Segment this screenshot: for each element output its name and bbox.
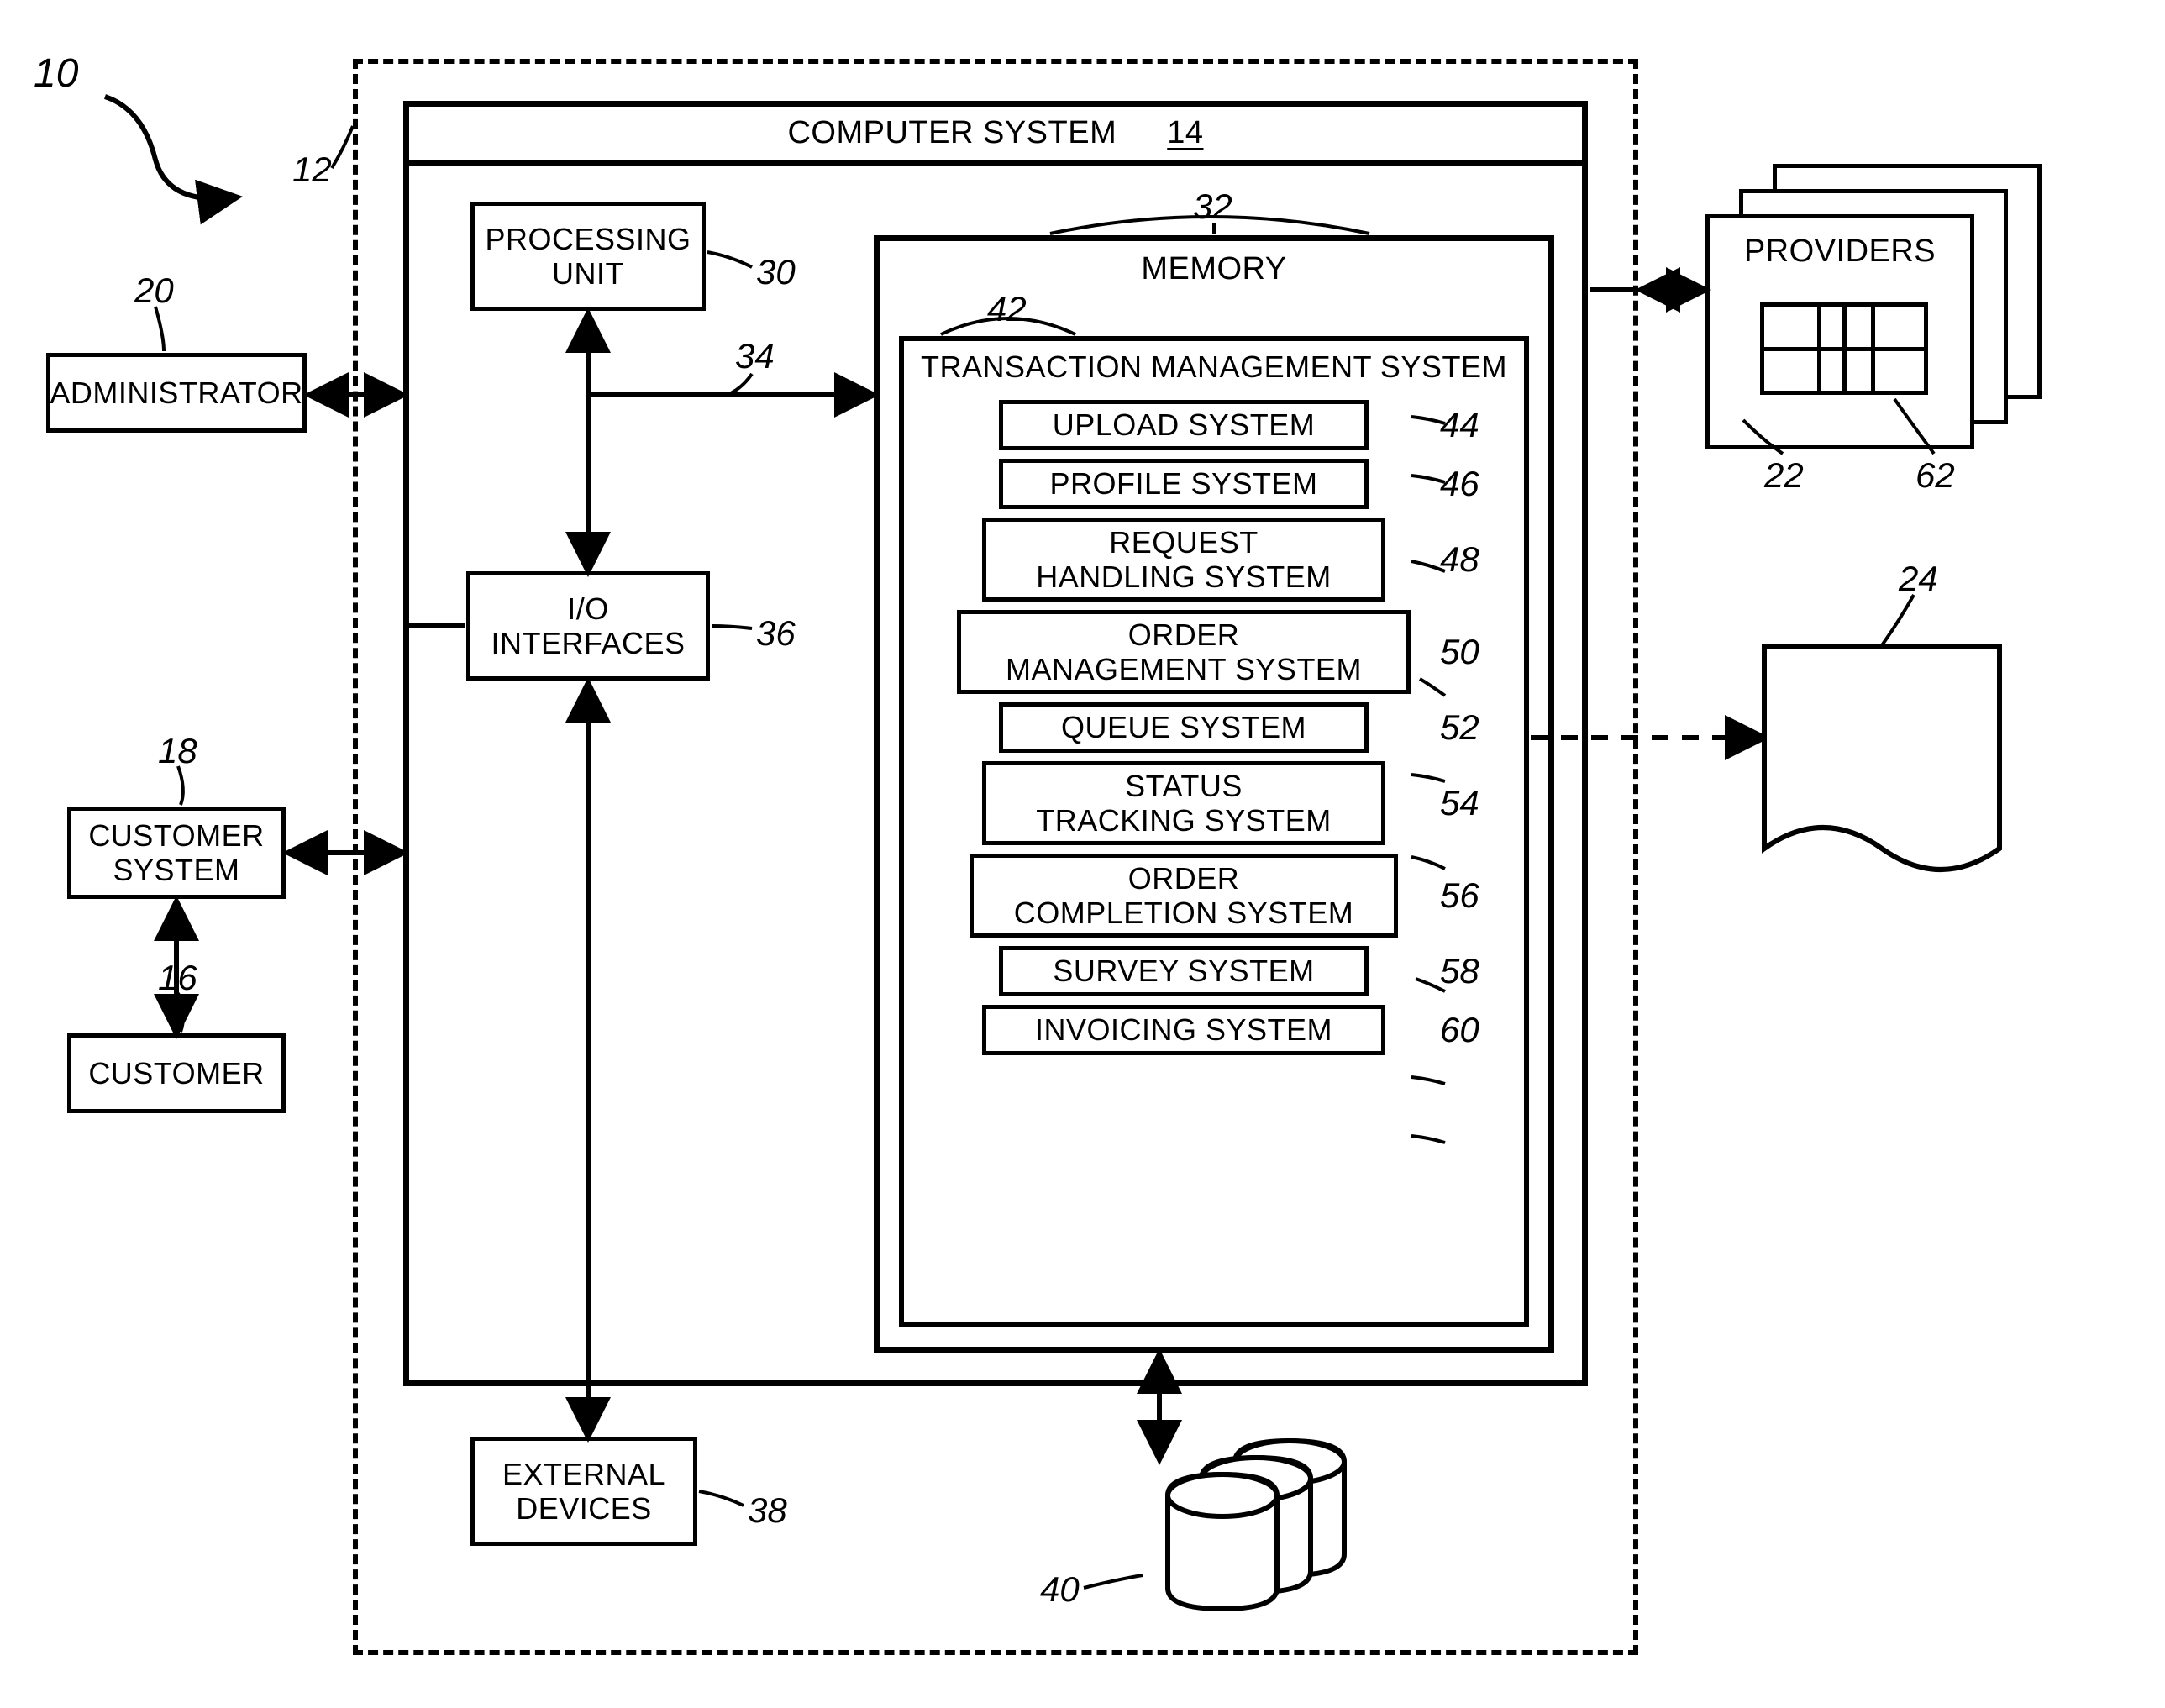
customer-label: CUSTOMER — [88, 1056, 264, 1090]
ref-60: 60 — [1440, 1010, 1507, 1050]
subsystem-row-request: REQUEST HANDLING SYSTEM 48 — [938, 518, 1507, 602]
subsystem-row-profile: PROFILE SYSTEM 46 — [938, 459, 1507, 509]
invoicing-label: INVOICING SYSTEM — [1035, 1012, 1332, 1047]
ref-58: 58 — [1440, 951, 1507, 991]
ref-42: 42 — [987, 289, 1027, 329]
subsystem-row-upload: UPLOAD SYSTEM 44 — [938, 400, 1507, 450]
subsystems-container: UPLOAD SYSTEM 44 PROFILE SYSTEM 46 REQUE… — [938, 400, 1507, 1055]
ref-40: 40 — [1040, 1569, 1080, 1610]
queue-label: QUEUE SYSTEM — [1061, 710, 1306, 744]
ref-30: 30 — [756, 252, 796, 292]
customer-system-label: CUSTOMER SYSTEM — [88, 818, 264, 888]
external-devices-box: EXTERNAL DEVICES — [470, 1437, 697, 1546]
upload-label: UPLOAD SYSTEM — [1053, 407, 1316, 442]
ref-54: 54 — [1440, 783, 1507, 823]
ref-10: 10 — [34, 50, 78, 97]
tms-title-wrap: TRANSACTION MANAGEMENT SYSTEM — [904, 349, 1524, 384]
ref-18: 18 — [158, 731, 197, 771]
ref-20: 20 — [134, 271, 174, 311]
subsystem-row-order-mgmt: ORDER MANAGEMENT SYSTEM 50 — [938, 610, 1507, 694]
ref-46: 46 — [1440, 464, 1507, 504]
processing-unit-box: PROCESSING UNIT — [470, 202, 706, 311]
subsystem-row-completion: ORDER COMPLETION SYSTEM 56 — [938, 854, 1507, 938]
ref-62: 62 — [1915, 455, 1955, 496]
completion-label: ORDER COMPLETION SYSTEM — [1014, 861, 1354, 931]
ref-16: 16 — [158, 958, 197, 998]
providers-stack: PROVIDERS — [1705, 164, 2050, 449]
request-label: REQUEST HANDLING SYSTEM — [1036, 525, 1332, 595]
status-label: STATUS TRACKING SYSTEM — [1036, 769, 1332, 838]
ref-24: 24 — [1899, 559, 1938, 599]
providers-label: PROVIDERS — [1744, 234, 1936, 269]
customer-system-box: CUSTOMER SYSTEM — [67, 807, 286, 899]
ref-36: 36 — [756, 613, 796, 654]
memory-title-wrap: MEMORY — [880, 251, 1548, 288]
ref-38: 38 — [748, 1490, 787, 1531]
subsystem-row-invoicing: INVOICING SYSTEM 60 — [938, 1005, 1507, 1055]
ref-48: 48 — [1440, 539, 1507, 580]
processing-unit-label: PROCESSING UNIT — [485, 222, 691, 292]
io-interfaces-label: I/O INTERFACES — [491, 591, 685, 661]
administrator-label: ADMINISTRATOR — [50, 376, 302, 410]
subsystem-row-survey: SURVEY SYSTEM 58 — [938, 946, 1507, 996]
tms-box: TRANSACTION MANAGEMENT SYSTEM UPLOAD SYS… — [899, 336, 1529, 1327]
io-interfaces-box: I/O INTERFACES — [466, 571, 710, 681]
profile-label: PROFILE SYSTEM — [1049, 466, 1317, 501]
memory-title: MEMORY — [1141, 251, 1286, 286]
ref-52: 52 — [1440, 707, 1507, 748]
order-mgmt-label: ORDER MANAGEMENT SYSTEM — [1006, 618, 1362, 687]
tms-title: TRANSACTION MANAGEMENT SYSTEM — [921, 349, 1507, 384]
ref-50: 50 — [1440, 632, 1507, 672]
computer-system-title-num: 14 — [1167, 115, 1203, 152]
computer-system-title-bar: COMPUTER SYSTEM 14 — [409, 107, 1582, 166]
administrator-box: ADMINISTRATOR — [46, 353, 307, 433]
customer-box: CUSTOMER — [67, 1033, 286, 1113]
subsystem-row-status: STATUS TRACKING SYSTEM 54 — [938, 761, 1507, 845]
ref-22: 22 — [1764, 455, 1804, 496]
document-icon — [1764, 647, 1999, 870]
ref-32: 32 — [1193, 187, 1232, 227]
ref-56: 56 — [1440, 875, 1507, 916]
ref-34: 34 — [735, 336, 775, 376]
survey-label: SURVEY SYSTEM — [1053, 954, 1314, 988]
ref-12: 12 — [292, 150, 332, 190]
subsystem-row-queue: QUEUE SYSTEM 52 — [938, 702, 1507, 753]
computer-system-title: COMPUTER SYSTEM — [787, 115, 1117, 152]
providers-grid — [1760, 302, 1928, 395]
ref-44: 44 — [1440, 405, 1507, 445]
external-devices-label: EXTERNAL DEVICES — [502, 1457, 665, 1527]
